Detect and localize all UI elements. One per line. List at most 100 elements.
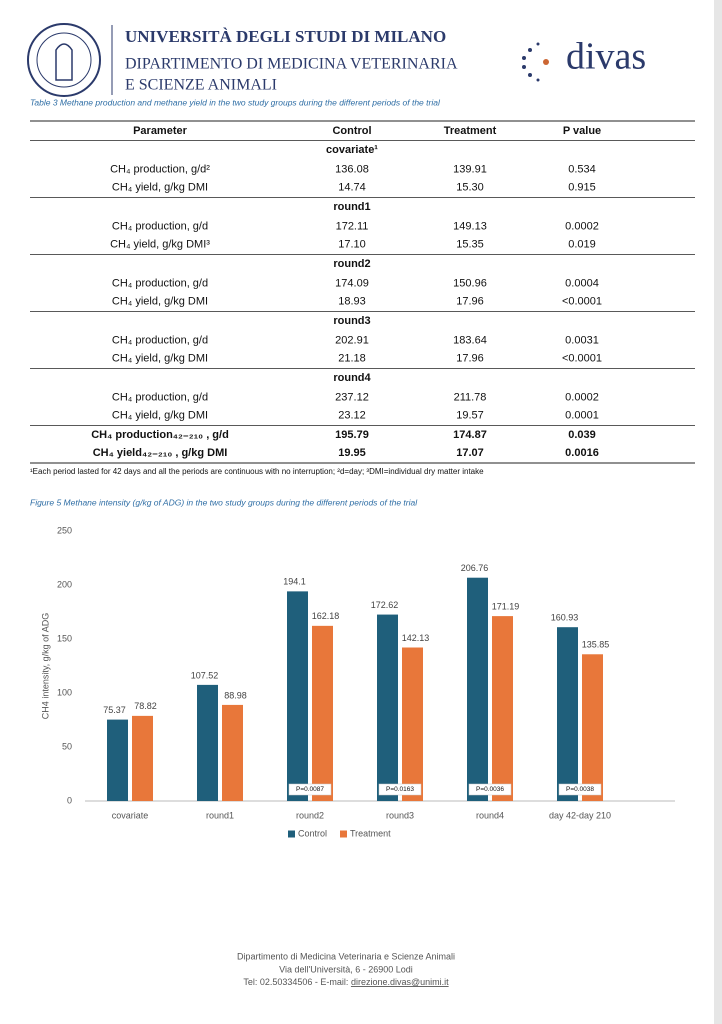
data-label: 206.76 <box>461 563 489 573</box>
footer-tel: Tel: 02.50334506 - E-mail: <box>243 977 351 987</box>
table-cell: 23.12 <box>338 409 366 421</box>
department: E SCIENZE ANIMALI <box>125 77 277 94</box>
bar <box>107 719 128 801</box>
table-cell: <0.0001 <box>562 352 602 364</box>
legend-swatch <box>340 830 347 838</box>
table-cell: 0.0031 <box>565 334 599 346</box>
logo: divas <box>566 36 646 78</box>
legend-swatch <box>288 830 295 838</box>
y-tick-label: 150 <box>57 633 72 643</box>
page-edge <box>714 0 722 1024</box>
bar <box>467 577 488 801</box>
table-cell: CH₄ production, g/d² <box>110 163 210 175</box>
group-header: covariate¹ <box>326 144 378 156</box>
table-cell: 0.0002 <box>565 220 599 232</box>
bar <box>132 715 153 801</box>
table-cell: 0.0001 <box>565 409 599 421</box>
data-label: 107.52 <box>191 670 219 680</box>
annotation: P=0.0087 <box>296 786 324 793</box>
column-header: P value <box>563 125 601 137</box>
footer-line: Tel: 02.50334506 - E-mail: direzione.div… <box>243 977 449 987</box>
group-header: round4 <box>333 372 371 384</box>
table-cell: 150.96 <box>453 277 487 289</box>
column-header: Control <box>332 125 371 137</box>
table-cell: 172.11 <box>336 220 369 232</box>
annotation: P=0.0036 <box>476 786 504 793</box>
x-tick-label: round3 <box>386 810 414 820</box>
table-cell: 17.96 <box>456 352 484 364</box>
table-cell: 174.09 <box>335 277 369 289</box>
seal <box>27 23 101 97</box>
bar <box>312 625 333 801</box>
column-header: Parameter <box>133 125 188 137</box>
table-cell: 0.0016 <box>565 447 599 459</box>
logo-dots <box>522 42 549 82</box>
table-cell: 136.08 <box>335 163 369 175</box>
bar <box>287 591 308 801</box>
y-tick-label: 100 <box>57 687 72 697</box>
table-cell: CH₄ yield, g/kg DMI <box>112 352 208 364</box>
table-cell: CH₄ yield, g/kg DMI <box>112 295 208 307</box>
group-header: round1 <box>333 201 370 213</box>
table-cell: 19.95 <box>338 447 366 459</box>
y-tick-label: 50 <box>62 741 72 751</box>
table-cell: 237.12 <box>335 391 369 403</box>
table-cell: CH₄ production, g/d <box>112 277 208 289</box>
table-cell: CH₄ yield, g/kg DMI³ <box>110 238 210 250</box>
table-cell: 0.039 <box>568 429 596 441</box>
legend-label: Treatment <box>350 828 391 838</box>
table-cell: 211.78 <box>454 391 487 403</box>
annotation-box <box>468 783 512 796</box>
table-cell: 195.79 <box>335 429 369 441</box>
department: DIPARTIMENTO DI MEDICINA VETERINARIA <box>125 56 458 73</box>
table-cell: CH₄ production₄₂₋₂₁₀ , g/d <box>91 429 229 441</box>
bar <box>492 616 513 801</box>
footer-line: Dipartimento di Medicina Veterinaria e S… <box>237 951 455 961</box>
table-cell: 0.0002 <box>565 391 599 403</box>
table-cell: 15.30 <box>456 181 484 193</box>
table-cell: CH₄ production, g/d <box>112 334 208 346</box>
table-caption: Table 3 Methane production and methane y… <box>30 97 441 107</box>
footer-line: Via dell'Università, 6 - 26900 Lodi <box>279 964 413 974</box>
table-cell: 18.93 <box>338 295 366 307</box>
figure-caption: Figure 5 Methane intensity (g/kg of ADG)… <box>30 497 418 507</box>
table-cell: 183.64 <box>453 334 487 346</box>
footer-email: direzione.divas@unimi.it <box>351 977 449 987</box>
table-cell: 14.74 <box>338 181 366 193</box>
legend-label: Control <box>298 828 327 838</box>
table-cell: 0.0004 <box>565 277 599 289</box>
annotation-box <box>378 783 422 796</box>
data-label: 160.93 <box>551 613 579 623</box>
data-label: 162.18 <box>312 611 340 621</box>
data-label: 172.62 <box>371 600 399 610</box>
table-cell: CH₄ yield, g/kg DMI <box>112 409 208 421</box>
x-tick-label: round2 <box>296 810 324 820</box>
x-tick-label: round4 <box>476 810 504 820</box>
annotation: P=0.0038 <box>566 786 594 793</box>
x-tick-label: day 42-day 210 <box>549 810 611 820</box>
x-tick-label: round1 <box>206 810 234 820</box>
data-label: 78.82 <box>134 701 157 711</box>
bar <box>582 654 603 801</box>
table-cell: 19.57 <box>456 409 484 421</box>
table-footnote: ¹Each period lasted for 42 days and all … <box>30 467 484 476</box>
table-cell: CH₄ yield₄₂₋₂₁₀ , g/kg DMI <box>93 447 228 459</box>
annotation-box <box>558 783 602 796</box>
table-cell: CH₄ production, g/d <box>112 220 208 232</box>
table-cell: 0.915 <box>568 181 596 193</box>
table-cell: 17.10 <box>338 238 366 250</box>
data-label: 75.37 <box>103 705 126 715</box>
y-tick-label: 200 <box>57 579 72 589</box>
table-cell: 17.07 <box>456 447 484 459</box>
table-cell: 202.91 <box>335 334 369 346</box>
data-label: 171.19 <box>492 601 520 611</box>
annotation-box <box>288 783 332 796</box>
x-tick-label: covariate <box>112 810 149 820</box>
table-cell: 0.534 <box>568 163 596 175</box>
bar <box>557 627 578 801</box>
y-tick-label: 0 <box>67 795 72 805</box>
table-cell: <0.0001 <box>562 295 602 307</box>
table-cell: 15.35 <box>456 238 484 250</box>
table-cell: 0.019 <box>568 238 596 250</box>
